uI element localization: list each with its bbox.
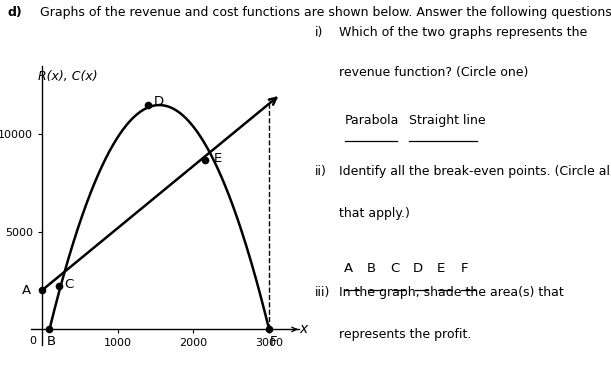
Text: Straight line: Straight line — [409, 114, 486, 127]
Text: A: A — [22, 284, 31, 297]
Text: Identify all the break-even points. (Circle all: Identify all the break-even points. (Cir… — [339, 165, 611, 178]
Text: B: B — [367, 262, 376, 275]
Text: x: x — [299, 322, 308, 337]
Text: ii): ii) — [315, 165, 326, 178]
Text: D: D — [413, 262, 423, 275]
Text: E: E — [437, 262, 445, 275]
Text: In the graph, shade the area(s) that: In the graph, shade the area(s) that — [339, 286, 564, 299]
Text: C: C — [390, 262, 400, 275]
Text: D: D — [154, 95, 164, 108]
Text: 0: 0 — [29, 336, 36, 346]
Text: A: A — [344, 262, 353, 275]
Text: B: B — [47, 335, 56, 348]
Text: F: F — [270, 335, 277, 348]
Text: revenue function? (Circle one): revenue function? (Circle one) — [339, 66, 529, 79]
Text: d): d) — [7, 6, 22, 18]
Text: E: E — [213, 152, 222, 165]
Text: Parabola: Parabola — [345, 114, 400, 127]
Text: i): i) — [315, 26, 323, 39]
Text: Which of the two graphs represents the: Which of the two graphs represents the — [339, 26, 587, 39]
Text: F: F — [461, 262, 468, 275]
Text: iii): iii) — [315, 286, 330, 299]
Text: represents the profit.: represents the profit. — [339, 328, 472, 341]
Text: that apply.): that apply.) — [339, 207, 410, 220]
Text: R(x), C(x): R(x), C(x) — [38, 70, 98, 83]
Text: Graphs of the revenue and cost functions are shown below. Answer the following q: Graphs of the revenue and cost functions… — [40, 6, 611, 18]
Text: C: C — [65, 279, 74, 291]
